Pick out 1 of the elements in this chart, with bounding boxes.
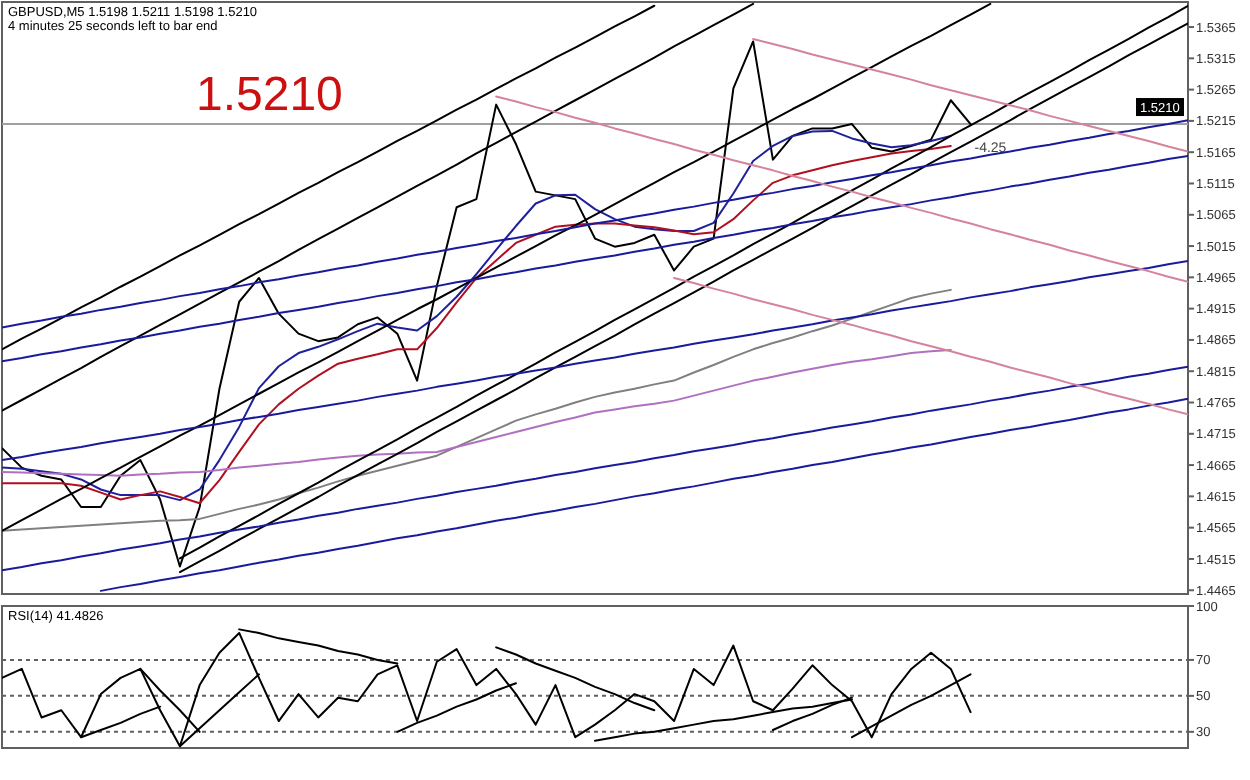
annotation: 1.5210 (196, 68, 343, 122)
